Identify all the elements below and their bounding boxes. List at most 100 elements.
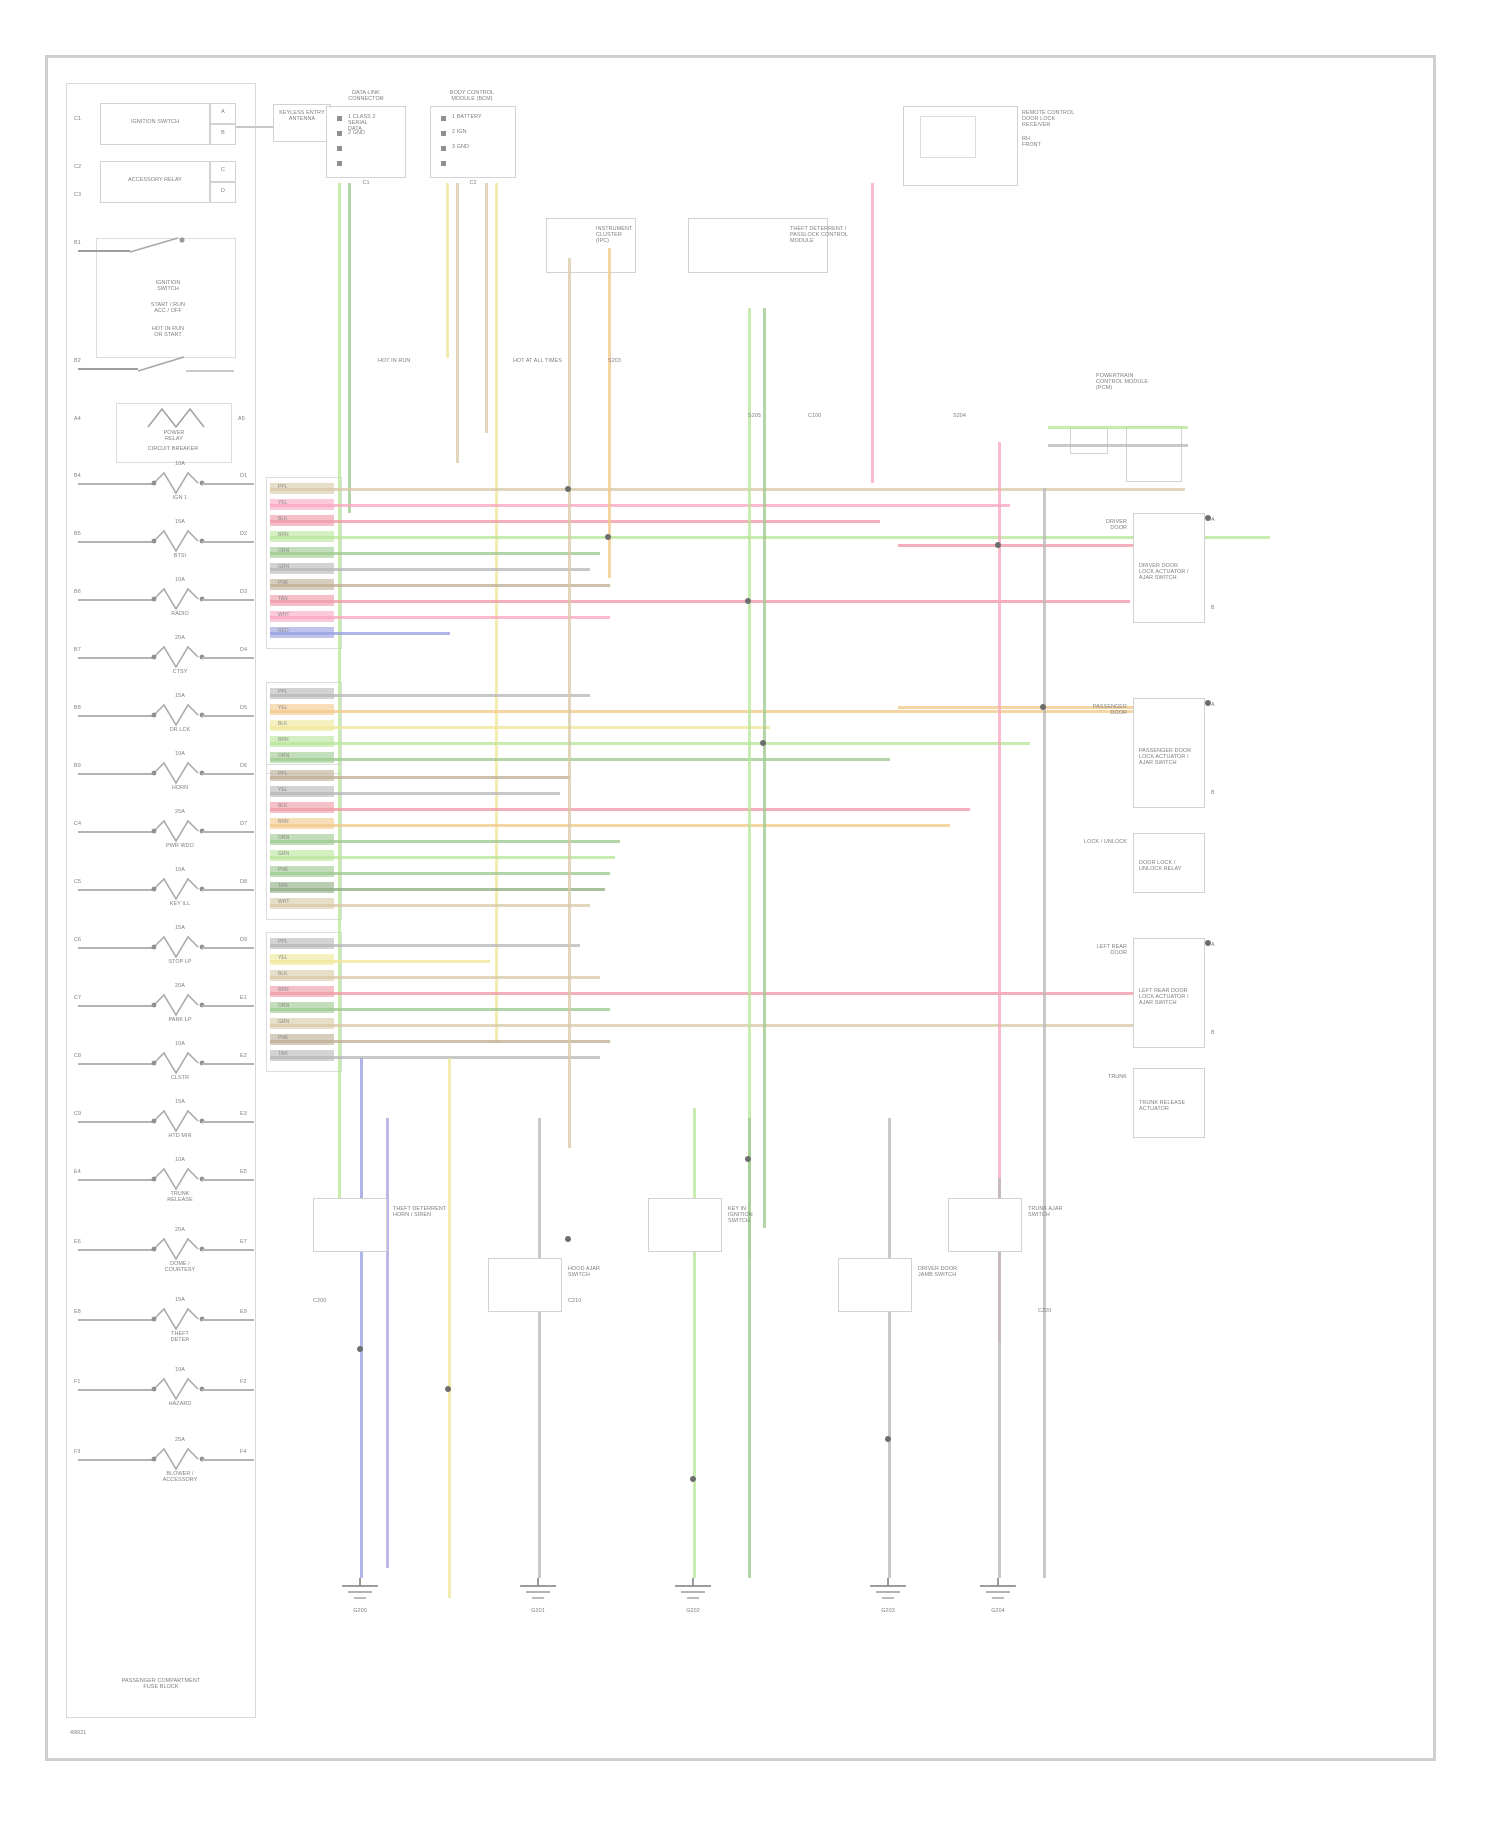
- fuse-lead-right: [202, 1121, 254, 1124]
- connector-pin-row: [270, 898, 334, 909]
- junction-dot: [605, 534, 611, 540]
- junction-dot: [995, 542, 1001, 548]
- wire-segment: [1043, 488, 1046, 1578]
- connector-pin-label: PPL: [278, 484, 288, 490]
- junction-dot: [745, 598, 751, 604]
- dlc-pin-1: [337, 116, 342, 121]
- fuse-rating: 10A: [175, 1367, 185, 1373]
- fuse-name: PWR WDO: [166, 843, 194, 849]
- wire-segment: [270, 600, 1130, 603]
- fuse-icon: [151, 529, 205, 553]
- ignition-switch-label: IGNITION SWITCH: [155, 280, 181, 293]
- wire-segment: [270, 840, 620, 843]
- connector-pin-row: [270, 818, 334, 829]
- fuse-panel-module-ignition-switch-pin-a-box: [210, 103, 236, 124]
- connector-pin-row: [270, 1050, 334, 1061]
- fuse-name: CTSY: [172, 669, 188, 675]
- fuse-pin-left: B8: [74, 705, 81, 711]
- wire-segment: [888, 1118, 891, 1578]
- fuse-pin-right: F4: [240, 1449, 247, 1455]
- driver-door-module-pin-a: A: [1211, 517, 1215, 523]
- wire-segment: [1048, 444, 1188, 447]
- fuse-pin-right: E1: [240, 995, 247, 1001]
- fuse-pin-left: E8: [74, 1309, 81, 1315]
- connector-pin-label: YEL: [278, 500, 288, 506]
- connector-pin-row: [270, 882, 334, 893]
- door-lock-relay-title: DOOR LOCK / UNLOCK RELAY: [1139, 860, 1182, 873]
- fuse-lead-left: [78, 715, 156, 718]
- door-lock-relay-box: [1133, 833, 1205, 893]
- fuse-pin-right: D1: [240, 473, 248, 479]
- connector-pin-row: [270, 752, 334, 763]
- fuse-icon: [151, 935, 205, 959]
- fuse-lead-left: [78, 889, 156, 892]
- fuse-pin-left: B5: [74, 531, 81, 537]
- keyless-entry-antenna-label: KEYLESS ENTRY ANTENNA: [279, 110, 325, 123]
- bcm-pin-2: [441, 131, 446, 136]
- fuse-panel-module-accessory-relay-pin-d-box: [210, 182, 236, 203]
- pcm-right-box2: [1126, 426, 1182, 482]
- driver-door-module-title: DRIVER DOOR LOCK ACTUATOR / AJAR SWITCH: [1139, 562, 1189, 581]
- dlc-pin-3: [337, 146, 342, 151]
- fuse-name: BTSI: [173, 553, 187, 559]
- theft-deterrent-module-box: [688, 218, 828, 273]
- connector-pin-label: BRN: [278, 987, 289, 993]
- fuse-lead-left: [78, 1249, 156, 1252]
- door-lock-relay-group-label: LOCK / UNLOCK: [1084, 839, 1127, 845]
- junction-dot: [760, 740, 766, 746]
- fuse-name: KEY ILL: [169, 901, 191, 907]
- fuse-icon: [151, 645, 205, 669]
- ground-symbol-icon: [870, 1578, 906, 1599]
- connector-pin-row: [270, 786, 334, 797]
- fuse-rating: 15A: [175, 1297, 185, 1303]
- fuse-icon: [151, 819, 205, 843]
- fuse-lead-left: [78, 947, 156, 950]
- junction-dot: [745, 1156, 751, 1162]
- bcm-pin-3-label: 3 GND: [452, 144, 469, 150]
- dlc-pin-2-label: 2 GND: [348, 130, 365, 136]
- ground-label: G202: [686, 1608, 700, 1614]
- ignition-switch-contact-icon: [129, 237, 185, 253]
- fuse-lead-right: [202, 1389, 254, 1392]
- wire-segment: [270, 536, 1270, 539]
- trunk-ajar-switch-title: TRUNK AJAR SWITCH: [1028, 1206, 1063, 1219]
- fuse-pin-right: D2: [240, 531, 248, 537]
- fuse-icon: [151, 1237, 205, 1261]
- connector-pin-row: [270, 770, 334, 781]
- fuse-lead-left: [78, 1459, 156, 1462]
- fuse-lead-right: [202, 1063, 254, 1066]
- fuse-rating: 20A: [175, 1227, 185, 1233]
- power-relay-label: POWER RELAY: [163, 430, 185, 443]
- bcm-pin-3: [441, 146, 446, 151]
- fuse-lead-right: [202, 1249, 254, 1252]
- connector-pin-row: [270, 704, 334, 715]
- wire-segment: [748, 308, 751, 1258]
- fuse-icon: [151, 471, 205, 495]
- driver-door-module-terminal-dot: [1205, 515, 1211, 521]
- theft-deterrent-module-label: THEFT DETERRENT / PASSLOCK CONTROL MODUL…: [790, 226, 848, 245]
- circuit-breaker-icon: [147, 407, 205, 429]
- ground-symbol-icon: [675, 1578, 711, 1599]
- fuse-icon: [151, 1377, 205, 1401]
- junction-dot: [1040, 704, 1046, 710]
- connector-pin-row: [270, 866, 334, 877]
- rear-door-module-title: LEFT REAR DOOR LOCK ACTUATOR / AJAR SWIT…: [1139, 987, 1189, 1006]
- pcm-right-box: [1070, 428, 1108, 454]
- wire-segment: [270, 944, 580, 947]
- connector-pin-label: PPL: [278, 939, 288, 945]
- fuse-rating: 15A: [175, 925, 185, 931]
- connector-pin-label: TAN: [278, 1051, 288, 1057]
- power-relay-sublabel: CIRCUIT BREAKER: [147, 446, 199, 452]
- fuse-name: HORN: [171, 785, 189, 791]
- fuse-pin-right: D5: [240, 705, 248, 711]
- fuse-name: HTD MIR: [168, 1133, 192, 1139]
- fuse-pin-left: E6: [74, 1239, 81, 1245]
- connector-pin-row: [270, 802, 334, 813]
- circuit-callout: S205: [748, 413, 761, 419]
- connector-pin-label: YEL: [278, 705, 288, 711]
- bcm-pin-2-label: 2 IGN: [452, 129, 467, 135]
- bcm-pin-1: [441, 116, 446, 121]
- fuse-rating: 10A: [175, 867, 185, 873]
- fuse-name: DR LCK: [169, 727, 191, 733]
- wire-segment: [360, 1058, 363, 1578]
